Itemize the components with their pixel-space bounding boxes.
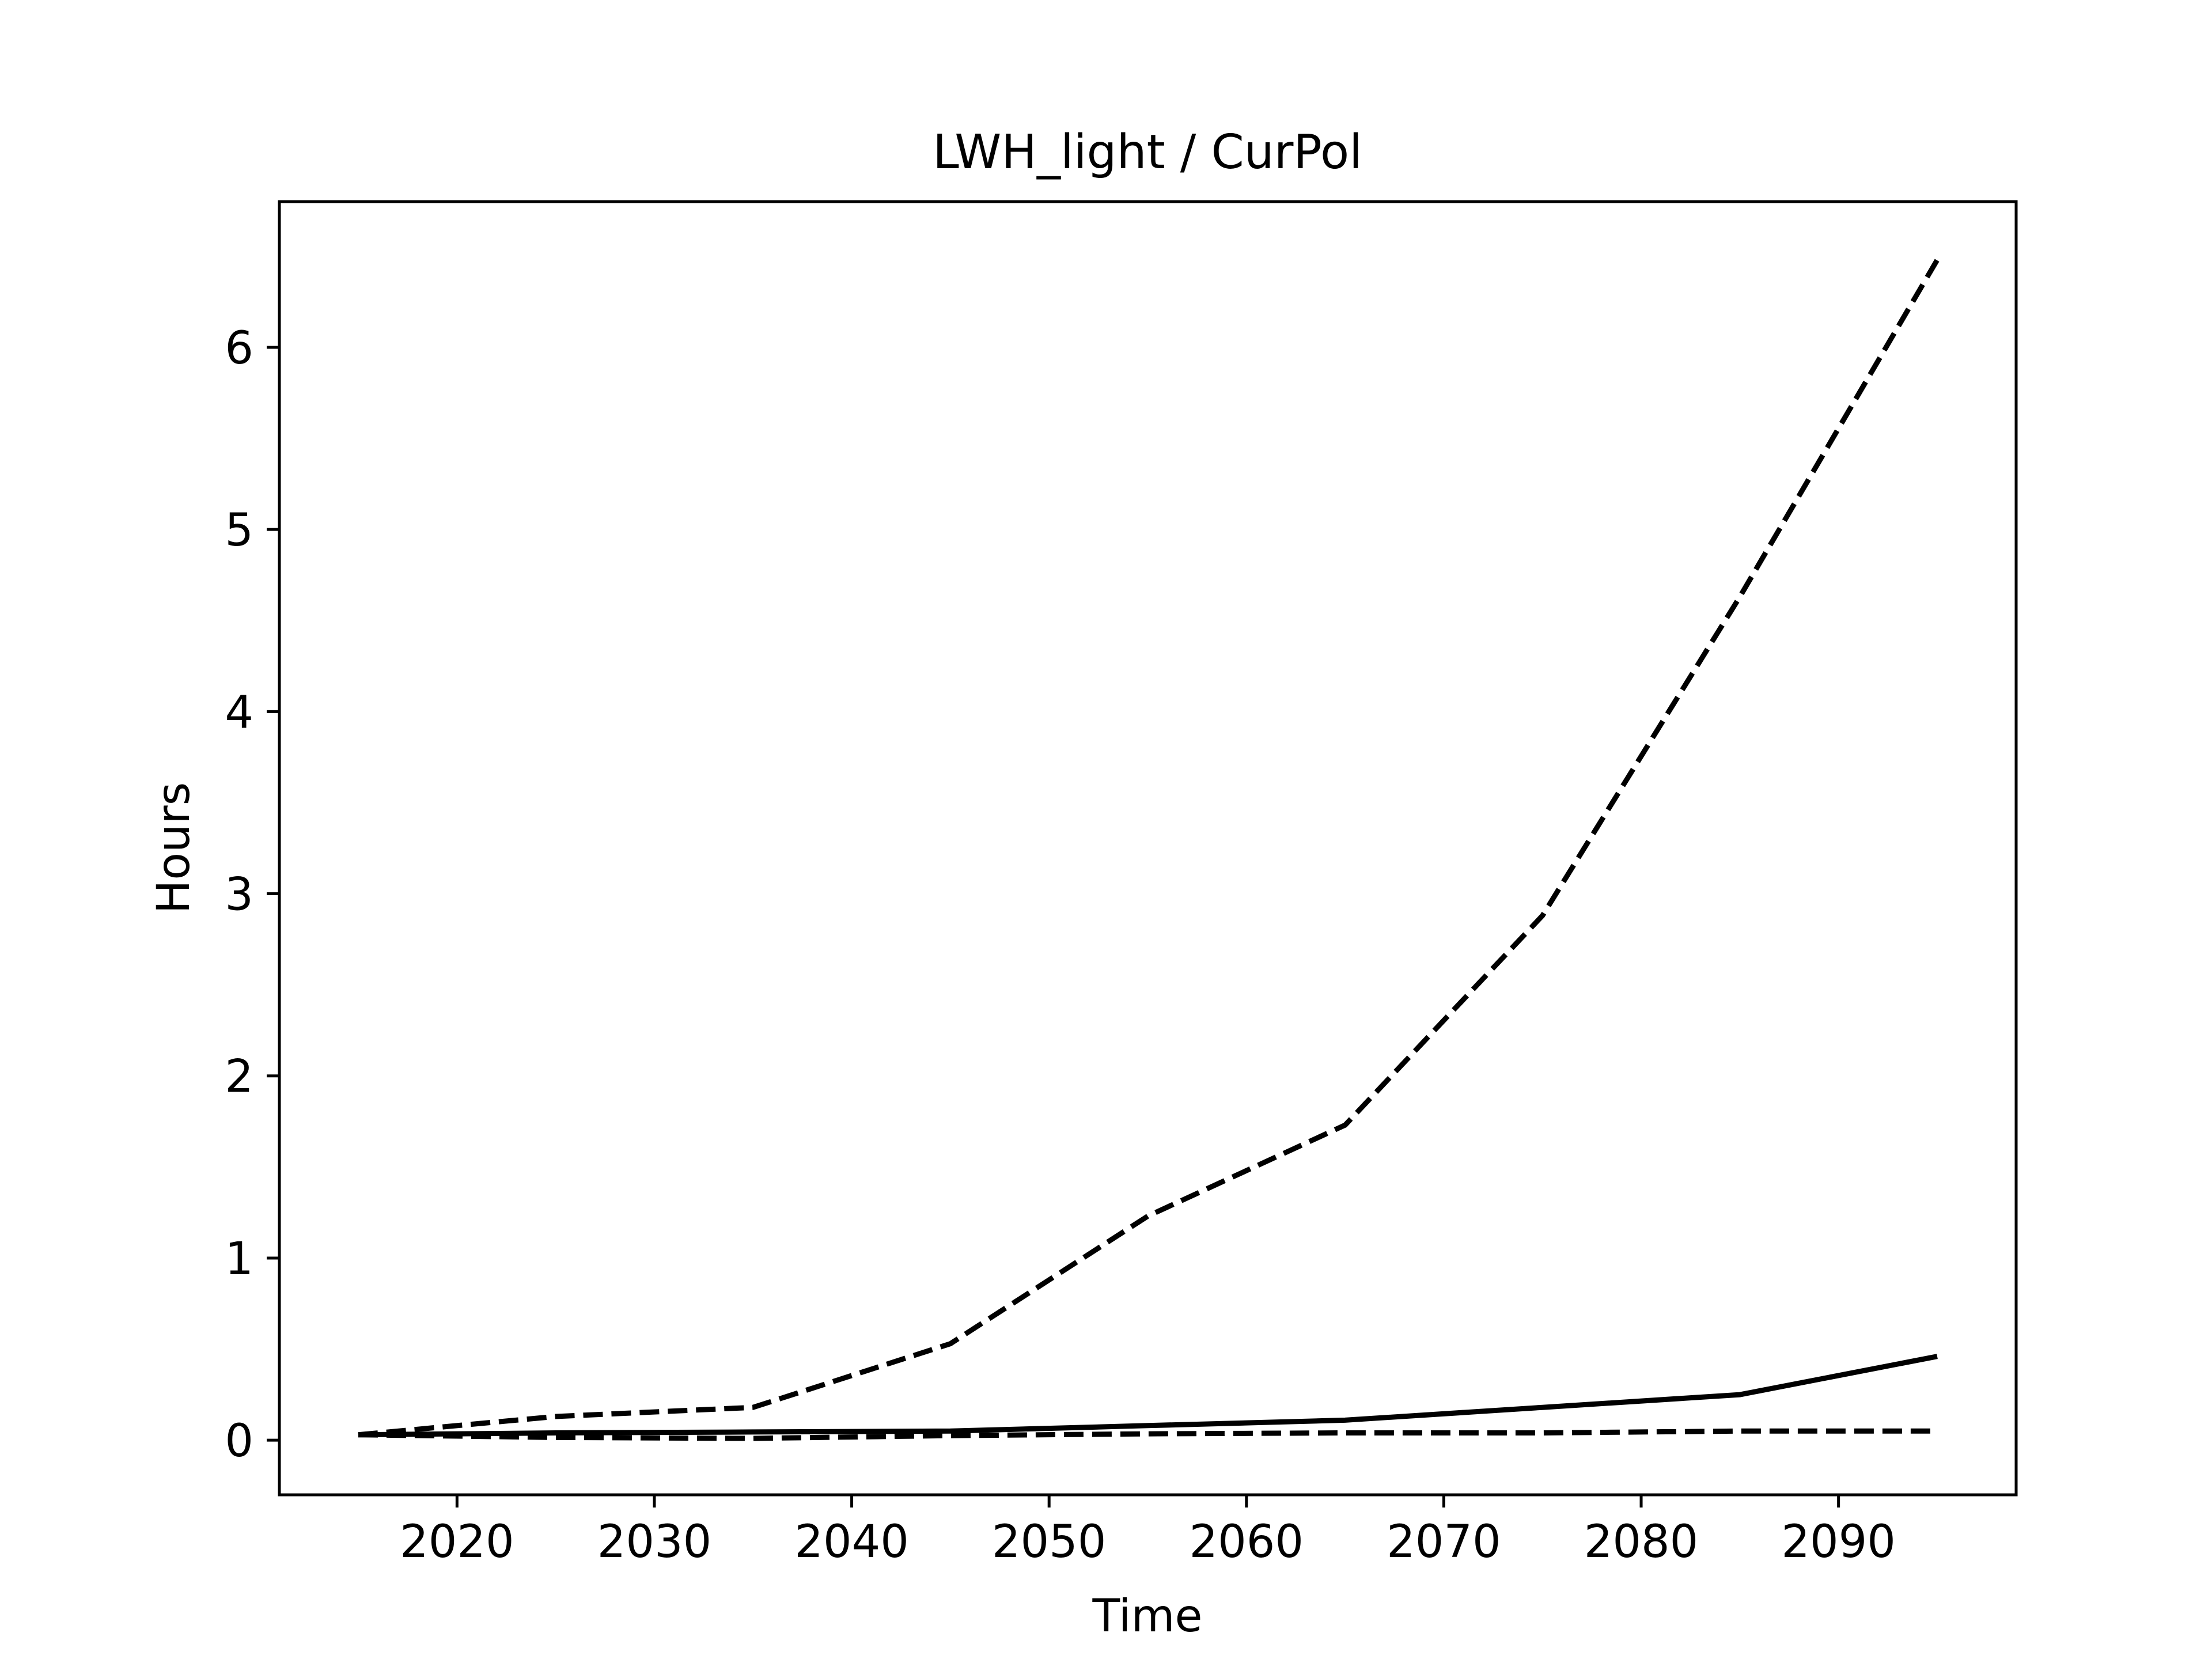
y-tick-label: 2 (225, 1051, 253, 1103)
y-tick-label: 3 (225, 869, 253, 921)
dashed-series-line-3 (358, 1428, 1937, 1441)
x-tick-label: 2050 (992, 1516, 1107, 1568)
plot-area (358, 258, 1940, 1441)
chart-title: LWH_light / CurPol (933, 125, 1362, 180)
y-tick-label: 4 (225, 687, 253, 738)
y-tick-label: 5 (225, 505, 253, 556)
x-tick-label: 2060 (1190, 1516, 1304, 1568)
x-axis-ticks: 2020 2030 2040 2050 2060 2070 2080 2090 (400, 1495, 1896, 1568)
x-tick-label: 2040 (794, 1516, 909, 1568)
dashed-series-line-2 (358, 258, 1940, 1438)
x-tick-label: 2030 (597, 1516, 712, 1568)
axes (278, 200, 2018, 1497)
y-tick-label: 6 (225, 323, 253, 374)
x-tick-label: 2090 (1781, 1516, 1896, 1568)
y-axis-ticks: 0 1 2 3 4 5 6 (225, 323, 279, 1467)
y-tick-label: 0 (225, 1415, 253, 1467)
y-axis-label: Hours (148, 782, 200, 914)
y-tick-label: 1 (225, 1233, 253, 1285)
axes-frame (278, 200, 2018, 1497)
x-tick-label: 2080 (1584, 1516, 1699, 1568)
x-axis-label: Time (1092, 1590, 1203, 1642)
solid-series-line-1 (358, 1354, 1938, 1438)
x-tick-label: 2070 (1387, 1516, 1501, 1568)
x-tick-label: 2020 (400, 1516, 514, 1568)
